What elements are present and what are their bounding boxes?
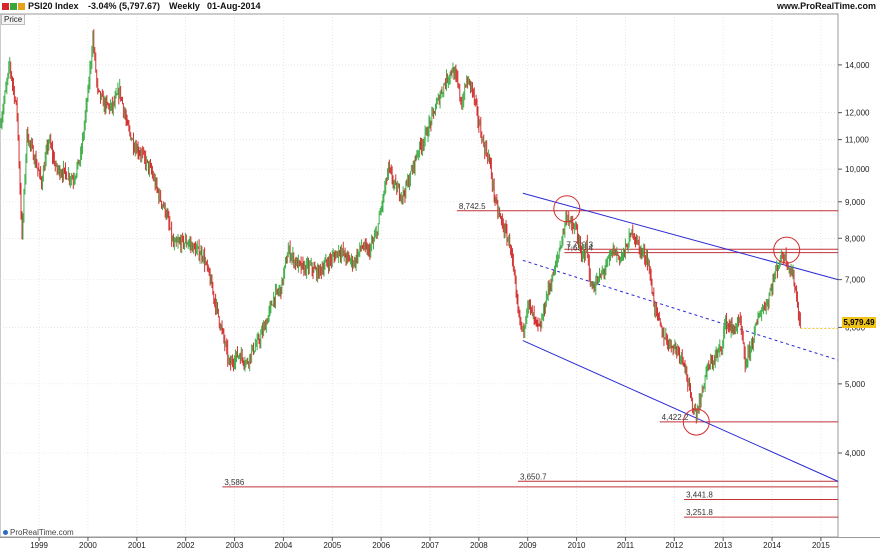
highlight-circle bbox=[553, 195, 581, 223]
level-label: 3,251.8 bbox=[686, 508, 713, 517]
x-tick-label: 2014 bbox=[763, 541, 781, 550]
y-tick-label: 14,000 bbox=[845, 61, 870, 70]
level-label: 8,742.5 bbox=[459, 202, 486, 211]
x-tick-label: 2002 bbox=[177, 541, 195, 550]
y-tick-label: 5,000 bbox=[845, 380, 866, 389]
credit-text: ProRealTime.com bbox=[10, 528, 74, 537]
highlight-circle bbox=[682, 408, 710, 436]
level-label: 3,650.7 bbox=[520, 472, 547, 481]
symbol-name: PSI20 Index bbox=[28, 1, 79, 11]
y-tick-label: 4,000 bbox=[845, 449, 866, 458]
level-label: 3,586 bbox=[224, 478, 245, 487]
trend-line-dashed bbox=[522, 259, 839, 361]
y-tick-label: 7,000 bbox=[845, 276, 866, 285]
minimize-icon[interactable] bbox=[10, 3, 17, 10]
x-tick-label: 2003 bbox=[226, 541, 244, 550]
brand-icon bbox=[3, 530, 8, 535]
y-tick-label: 9,000 bbox=[845, 198, 866, 207]
x-tick-label: 2006 bbox=[372, 541, 390, 550]
settings-icon[interactable] bbox=[18, 3, 25, 10]
y-tick-label: 12,000 bbox=[845, 109, 870, 118]
x-tick-label: 2001 bbox=[128, 541, 146, 550]
last-price-badge: 5,979.49 bbox=[842, 317, 876, 328]
x-tick-label: 1999 bbox=[30, 541, 48, 550]
y-tick-label: 8,000 bbox=[845, 234, 866, 243]
close-icon[interactable] bbox=[2, 3, 9, 10]
y-tick-label: 10,000 bbox=[845, 165, 870, 174]
price-change: -3.04% (5,797.67) bbox=[88, 1, 161, 11]
x-tick-label: 2015 bbox=[812, 541, 830, 550]
credit-label: ProRealTime.com bbox=[3, 528, 74, 537]
y-tick-label: 11,000 bbox=[845, 136, 869, 145]
period-label[interactable]: Weekly bbox=[169, 1, 200, 11]
highlight-circle bbox=[773, 236, 801, 264]
trend-line bbox=[522, 340, 839, 482]
x-tick-label: 2010 bbox=[568, 541, 586, 550]
level-label: 3,441.8 bbox=[686, 491, 713, 500]
trend-line bbox=[522, 192, 839, 281]
x-tick-label: 2011 bbox=[617, 541, 635, 550]
x-tick-label: 2009 bbox=[519, 541, 537, 550]
plot-area bbox=[0, 13, 839, 538]
x-tick-label: 2007 bbox=[421, 541, 439, 550]
site-url[interactable]: www.ProRealTime.com bbox=[776, 1, 876, 11]
price-panel-tab[interactable]: Price bbox=[1, 14, 26, 25]
x-tick-label: 2005 bbox=[323, 541, 341, 550]
x-tick-label: 2012 bbox=[665, 541, 683, 550]
x-tick-label: 2008 bbox=[470, 541, 488, 550]
x-tick-label: 2013 bbox=[714, 541, 732, 550]
date-label: 01-Aug-2014 bbox=[207, 1, 261, 11]
x-tick-label: 2000 bbox=[79, 541, 97, 550]
chart-header: PSI20 Index -3.04% (5,797.67) Weekly 01-… bbox=[0, 0, 880, 13]
x-tick-label: 2004 bbox=[275, 541, 293, 550]
level-label: 4,422.2 bbox=[662, 413, 689, 422]
